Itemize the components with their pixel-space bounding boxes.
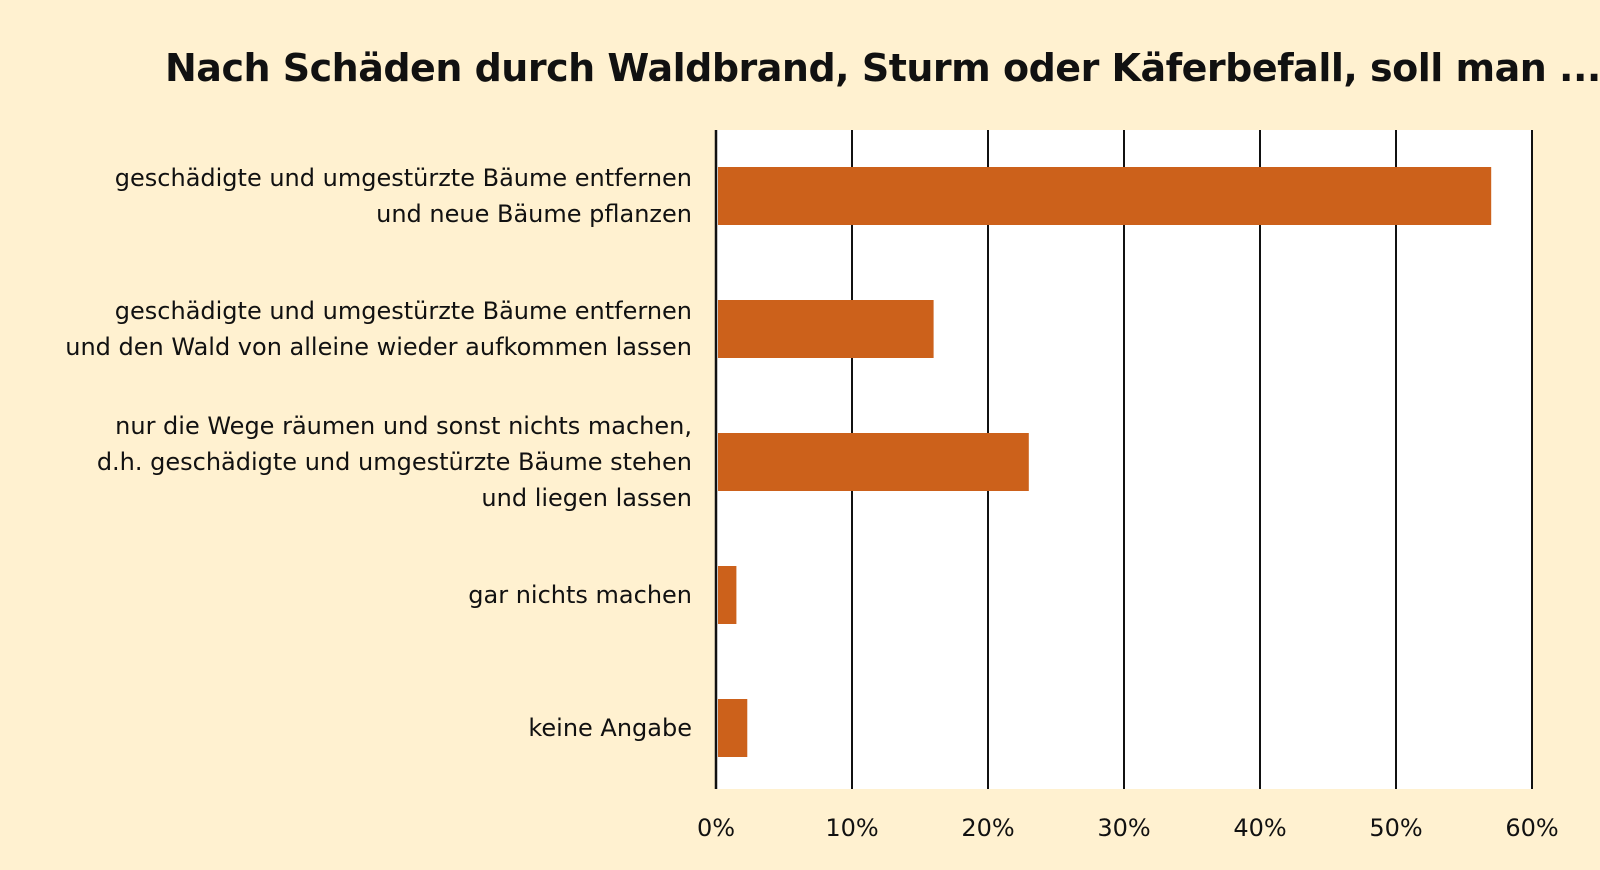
bar: [718, 167, 1492, 225]
category-label: d.h. geschädigte und umgestürzte Bäume s…: [97, 448, 692, 476]
x-tick-label: 40%: [1233, 814, 1286, 842]
category-label: geschädigte und umgestürzte Bäume entfer…: [115, 164, 692, 192]
x-tick-label: 20%: [961, 814, 1014, 842]
x-tick-label: 0%: [697, 814, 735, 842]
bar: [718, 699, 748, 757]
category-label: und liegen lassen: [481, 484, 692, 512]
category-label: keine Angabe: [528, 714, 692, 742]
bar: [718, 433, 1029, 491]
chart-title: Nach Schäden durch Waldbrand, Sturm oder…: [165, 46, 1600, 90]
x-tick-label: 10%: [825, 814, 878, 842]
category-label: geschädigte und umgestürzte Bäume entfer…: [115, 297, 692, 325]
category-label: nur die Wege räumen und sonst nichts mac…: [115, 412, 692, 440]
x-tick-label: 30%: [1097, 814, 1150, 842]
category-label: gar nichts machen: [468, 581, 692, 609]
bar: [718, 300, 934, 358]
x-tick-label: 60%: [1505, 814, 1558, 842]
bar: [718, 566, 737, 624]
x-tick-label: 50%: [1369, 814, 1422, 842]
category-label: und den Wald von alleine wieder aufkomme…: [65, 333, 692, 361]
category-label: und neue Bäume pflanzen: [376, 200, 692, 228]
